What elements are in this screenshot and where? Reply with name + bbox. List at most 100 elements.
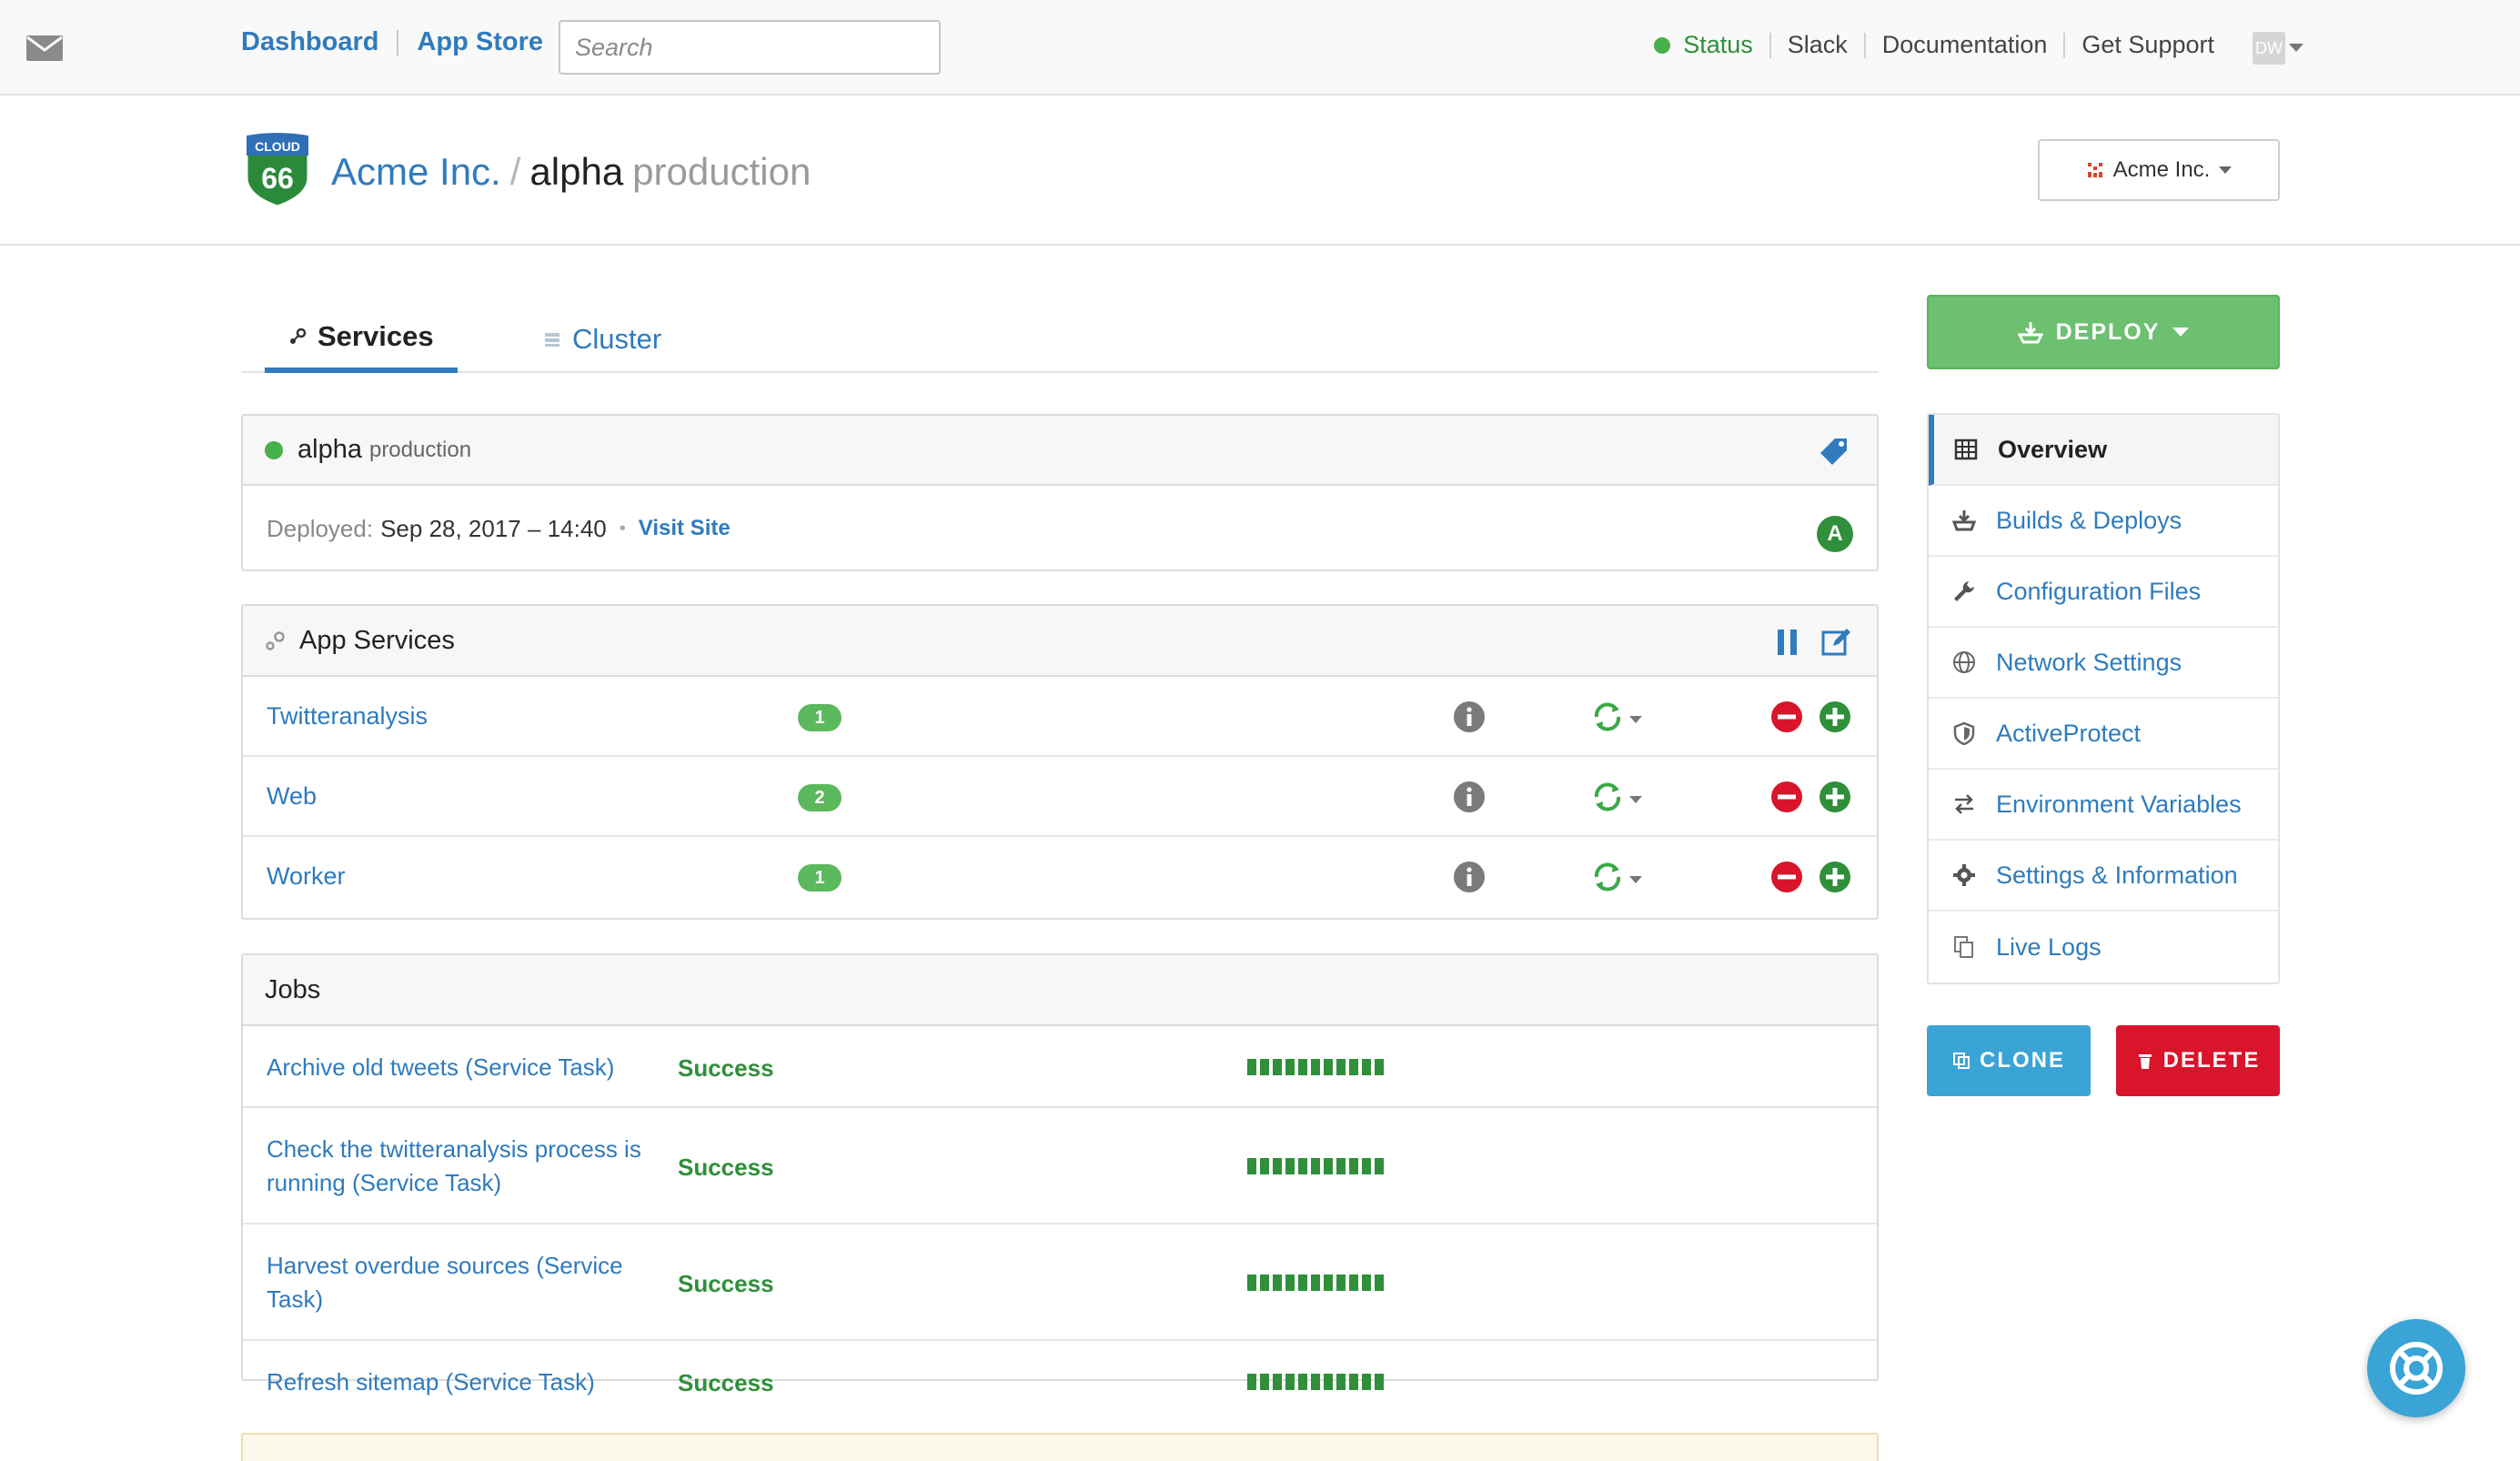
- delete-button[interactable]: DELETE: [2116, 1025, 2280, 1096]
- job-progress-segment: [1285, 1374, 1295, 1390]
- sidebar-item-builds-deploys[interactable]: Builds & Deploys: [1929, 486, 2278, 557]
- job-progress-segment: [1260, 1374, 1269, 1390]
- info-icon[interactable]: [1453, 700, 1486, 733]
- job-progress-segment: [1260, 1158, 1269, 1174]
- sidebar-item-label: ActiveProtect: [1996, 719, 2142, 747]
- service-name-link[interactable]: Web: [267, 782, 318, 810]
- remove-server-icon[interactable]: [1770, 861, 1803, 893]
- job-history-bars[interactable]: [1247, 1059, 1384, 1075]
- deployed-label: Deployed:: [267, 514, 374, 542]
- service-name-link[interactable]: Twitteranalysis: [267, 702, 428, 730]
- deploy-button[interactable]: DEPLOY: [1927, 295, 2280, 369]
- service-name-link[interactable]: Worker: [267, 862, 346, 890]
- job-progress-segment: [1362, 1158, 1371, 1174]
- job-name-link[interactable]: Harvest overdue sources (Service Task): [267, 1252, 623, 1313]
- job-list: Archive old tweets (Service Task) Succes…: [243, 1026, 1877, 1423]
- table-icon: [1954, 438, 1978, 460]
- job-progress-segment: [1375, 1275, 1384, 1291]
- tag-icon[interactable]: [1819, 436, 1850, 467]
- remove-server-icon[interactable]: [1770, 700, 1803, 733]
- mail-icon[interactable]: [25, 35, 64, 62]
- deploy-label: DEPLOY: [2055, 318, 2161, 345]
- sidebar-item-label: Network Settings: [1996, 648, 2182, 676]
- help-button[interactable]: [2367, 1319, 2465, 1417]
- nav-app-store[interactable]: App Store: [417, 27, 544, 56]
- nav-divider: [2063, 32, 2066, 58]
- tab-services[interactable]: Services: [265, 306, 458, 373]
- job-row: Check the twitteranalysis process is run…: [243, 1108, 1877, 1224]
- add-server-icon[interactable]: [1819, 781, 1851, 813]
- sidebar-item-live-logs[interactable]: Live Logs: [1929, 912, 2278, 982]
- job-status: Success: [678, 1054, 774, 1082]
- info-icon[interactable]: [1453, 781, 1486, 813]
- job-progress-segment: [1336, 1158, 1346, 1174]
- sidebar-item-activeprotect[interactable]: ActiveProtect: [1929, 699, 2278, 770]
- jobs-title: Jobs: [265, 974, 321, 1004]
- stack-status-icon: [265, 440, 283, 459]
- org-switcher-button[interactable]: Acme Inc.: [2038, 139, 2280, 201]
- job-name-link[interactable]: Check the twitteranalysis process is run…: [267, 1135, 641, 1196]
- nav-divider: [1863, 32, 1866, 58]
- stack-side-menu: Overview Builds & Deploys Configuration Fi…: [1927, 413, 2280, 984]
- edit-icon[interactable]: [1820, 626, 1851, 657]
- job-name-link[interactable]: Archive old tweets (Service Task): [267, 1053, 615, 1081]
- documentation-link[interactable]: Documentation: [1881, 31, 2048, 58]
- job-history-bars[interactable]: [1247, 1374, 1384, 1390]
- job-progress-segment: [1336, 1275, 1346, 1291]
- sidebar-item-environment-variables[interactable]: Environment Variables: [1929, 770, 2278, 841]
- job-progress-segment: [1362, 1275, 1371, 1291]
- job-progress-segment: [1336, 1374, 1346, 1390]
- job-progress-segment: [1324, 1158, 1333, 1174]
- sidebar-item-network-settings[interactable]: Network Settings: [1929, 628, 2278, 699]
- job-history-bars[interactable]: [1247, 1275, 1384, 1291]
- breadcrumb-org[interactable]: Acme Inc.: [331, 150, 501, 193]
- job-progress-segment: [1349, 1374, 1358, 1390]
- pause-icon[interactable]: [1775, 628, 1800, 657]
- page-header: CLOUD 66 Acme Inc. / alpha production Acme …: [0, 96, 2520, 246]
- clone-button[interactable]: CLONE: [1927, 1025, 2091, 1096]
- top-navbar: Dashboard App Store Status Slack Documen…: [0, 0, 2520, 96]
- tab-cluster[interactable]: Cluster: [519, 306, 685, 373]
- search-input[interactable]: [559, 20, 941, 75]
- job-progress-segment: [1273, 1059, 1282, 1075]
- chevron-down-icon[interactable]: [1629, 796, 1642, 803]
- main-nav: Dashboard App Store: [241, 27, 543, 57]
- job-name-link[interactable]: Refresh sitemap (Service Task): [267, 1367, 595, 1396]
- service-row: Twitteranalysis 1: [243, 677, 1877, 757]
- add-server-icon[interactable]: [1819, 700, 1851, 733]
- cloud66-logo: CLOUD 66: [245, 132, 310, 208]
- lifebuoy-icon: [2390, 1342, 2443, 1395]
- job-progress-segment: [1324, 1275, 1333, 1291]
- gear-icon: [1953, 864, 1975, 886]
- refresh-icon[interactable]: [1589, 699, 1626, 735]
- sidebar-item-configuration-files[interactable]: Configuration Files: [1929, 557, 2278, 628]
- sidebar-item-settings-information[interactable]: Settings & Information: [1929, 841, 2278, 912]
- sidebar-item-label: Builds & Deploys: [1996, 506, 2182, 534]
- status-link[interactable]: Status: [1683, 31, 1753, 58]
- job-progress-segment: [1298, 1275, 1307, 1291]
- job-progress-segment: [1247, 1275, 1256, 1291]
- job-progress-segment: [1336, 1059, 1346, 1075]
- job-row: Archive old tweets (Service Task) Succes…: [243, 1026, 1877, 1108]
- sidebar-item-overview[interactable]: Overview: [1929, 415, 2278, 486]
- job-progress-segment: [1375, 1374, 1384, 1390]
- services-icon: [290, 327, 307, 344]
- add-server-icon[interactable]: [1819, 861, 1851, 893]
- chevron-down-icon[interactable]: [2289, 44, 2303, 52]
- nav-dashboard[interactable]: Dashboard: [241, 27, 379, 56]
- copy-icon: [1953, 1053, 1970, 1069]
- info-icon[interactable]: [1453, 861, 1486, 893]
- deployed-date: Sep 28, 2017 – 14:40: [380, 514, 607, 542]
- chevron-down-icon[interactable]: [1629, 716, 1642, 723]
- get-support-link[interactable]: Get Support: [2082, 31, 2214, 58]
- visit-site-link[interactable]: Visit Site: [638, 516, 731, 540]
- slack-link[interactable]: Slack: [1787, 31, 1848, 58]
- job-history-bars[interactable]: [1247, 1158, 1384, 1174]
- remove-server-icon[interactable]: [1770, 781, 1803, 813]
- refresh-icon[interactable]: [1589, 859, 1626, 895]
- avatar[interactable]: DW: [2253, 32, 2285, 65]
- refresh-icon[interactable]: [1589, 779, 1626, 815]
- chevron-down-icon[interactable]: [1629, 876, 1642, 883]
- grade-badge[interactable]: A: [1817, 516, 1853, 552]
- tab-label: Cluster: [572, 323, 662, 355]
